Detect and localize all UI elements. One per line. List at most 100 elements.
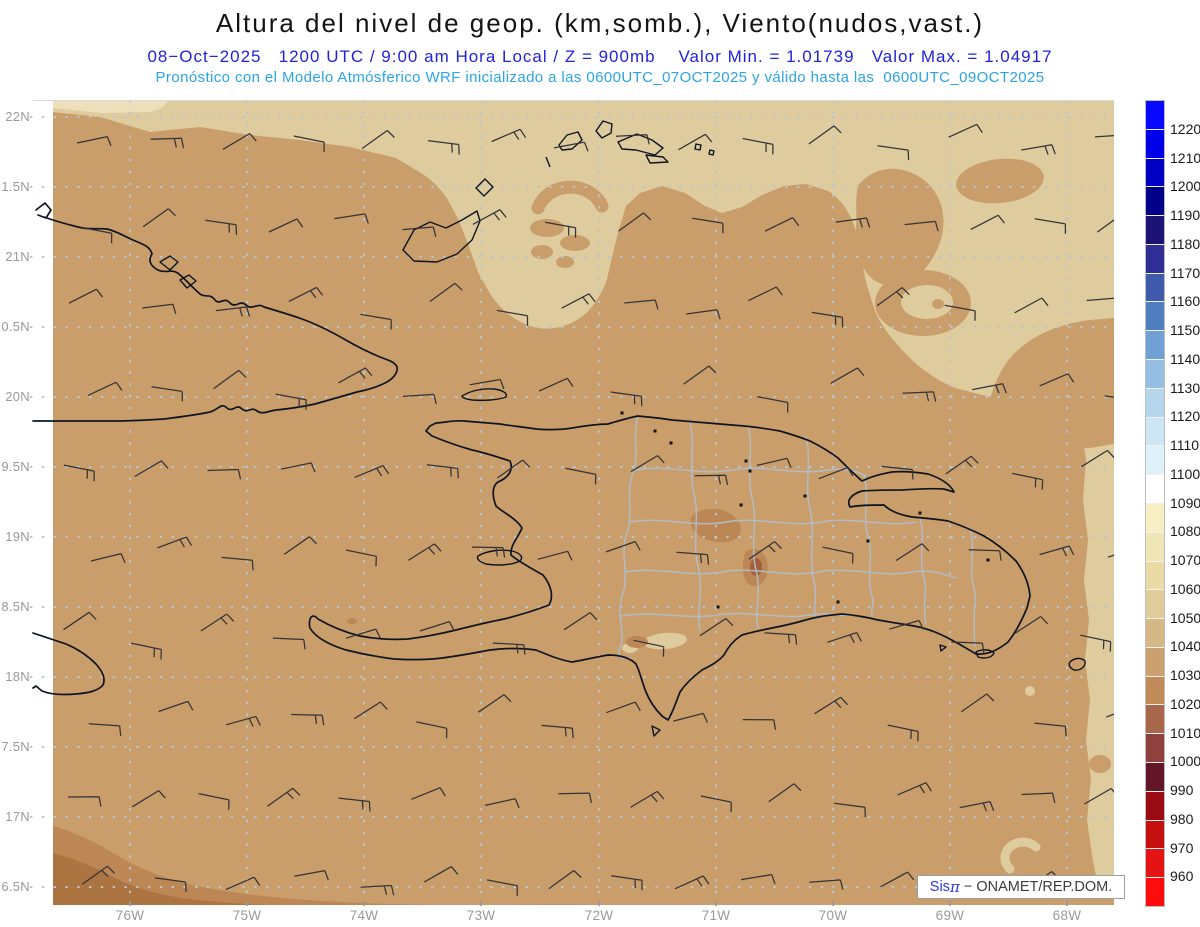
colorbar-label-1190: 1190 — [1170, 207, 1200, 223]
subtitle-model-info: Pronóstico con el Modelo Atmósferico WRF… — [155, 69, 1045, 86]
colorbar-label-1060: 1060 — [1170, 580, 1200, 597]
island-catalina — [939, 644, 947, 652]
axis-tick-marks — [129, 901, 1068, 906]
watermark-brand: Sis — [929, 879, 950, 895]
shading-horseshoe — [531, 180, 609, 215]
shading-spot — [560, 235, 590, 251]
colorbar-swatch-19 — [1146, 646, 1164, 676]
colorbar-swatch-8 — [1146, 330, 1164, 360]
colorbar-swatch-24 — [1146, 790, 1164, 820]
colorbar-label-1170: 1170 — [1170, 264, 1200, 281]
colorbar-swatch-26 — [1146, 848, 1164, 878]
lon-label-69W: 69W — [935, 908, 965, 923]
colorbar-swatch-27 — [1146, 877, 1164, 906]
colorbar — [1145, 100, 1165, 907]
island-little-inagua — [475, 178, 494, 197]
colorbar-label-1110: 1110 — [1170, 437, 1200, 453]
shading-ring-inner — [901, 285, 953, 319]
colorbar-swatch-13 — [1146, 474, 1164, 503]
colorbar-swatch-3 — [1146, 186, 1164, 216]
shading-spot — [1089, 755, 1111, 773]
colorbar-swatch-15 — [1146, 531, 1164, 561]
island-saona — [975, 649, 995, 659]
shading-dark-patch — [347, 618, 357, 624]
lon-label-75W: 75W — [232, 908, 262, 923]
island-mona — [1068, 657, 1086, 671]
watermark-pi-icon: π — [949, 878, 960, 896]
lon-label-73W: 73W — [466, 908, 496, 923]
islands-caicos — [545, 120, 715, 168]
lat-label-6.5N: 6.5N — [1, 879, 30, 894]
lon-label-74W: 74W — [349, 908, 379, 923]
lat-label-20N: 20N — [5, 389, 30, 404]
subtitle-datetime-level: 08−Oct−2025 1200 UTC / 9:00 am Hora Loca… — [147, 47, 1053, 66]
page-title: Altura del nivel de geop. (km,somb.), Vi… — [215, 8, 985, 38]
colorbar-label-1220: 1220 — [1170, 120, 1200, 137]
colorbar-swatch-22 — [1146, 733, 1164, 762]
colorbar-label-1090: 1090 — [1170, 494, 1200, 511]
island-great-inagua — [402, 210, 481, 263]
colorbar-swatch-1 — [1146, 128, 1164, 158]
shading-ring-core — [932, 299, 944, 309]
lon-label-68W: 68W — [1052, 908, 1082, 923]
colorbar-label-980: 980 — [1170, 810, 1194, 827]
wind-barbs — [63, 123, 1114, 896]
island-tortuga — [461, 388, 508, 402]
lat-label-22N: 22N — [5, 109, 30, 124]
colorbar-label-1160: 1160 — [1170, 293, 1200, 310]
lat-label-8.5N: 8.5N — [1, 599, 30, 614]
lat-label-1.5N: 1.5N — [1, 179, 30, 194]
colorbar-label-1050: 1050 — [1170, 609, 1200, 626]
lon-label-70W: 70W — [818, 908, 848, 923]
colorbar-label-1140: 1140 — [1170, 350, 1200, 367]
watermark-separator: − — [959, 879, 977, 895]
colorbar-swatch-9 — [1146, 359, 1164, 388]
colorbar-label-1000: 1000 — [1170, 753, 1200, 770]
colorbar-label-1180: 1180 — [1170, 235, 1200, 252]
island-mayaguana — [558, 131, 583, 151]
graticule-grid — [30, 100, 1114, 905]
colorbar-label-960: 960 — [1170, 868, 1194, 885]
shading-spot — [531, 245, 553, 259]
colorbar-label-1070: 1070 — [1170, 552, 1200, 568]
shading-blob-d — [985, 318, 1114, 449]
colorbar-label-1080: 1080 — [1170, 523, 1200, 540]
colorbar-swatch-23 — [1146, 761, 1164, 791]
lat-label-21N: 21N — [5, 249, 30, 264]
lat-label-19N: 19N — [5, 529, 30, 544]
colorbar-label-1130: 1130 — [1170, 379, 1200, 396]
lat-label-7.5N: 7.5N — [1, 739, 30, 754]
colorbar-label-1100: 1100 — [1170, 465, 1200, 482]
shading-blob-b — [956, 158, 1044, 204]
colorbar-swatch-21 — [1146, 704, 1164, 734]
shading-darker-sw-core — [53, 853, 268, 905]
shading-dark-sw-corner — [53, 826, 600, 905]
colorbar-label-970: 970 — [1170, 839, 1194, 856]
colorbar-swatch-6 — [1146, 272, 1164, 302]
colorbar-swatch-2 — [1146, 157, 1164, 187]
colorbar-swatch-11 — [1146, 416, 1164, 446]
colorbar-swatch-5 — [1146, 243, 1164, 273]
colorbar-swatch-12 — [1146, 445, 1164, 475]
province-borders — [618, 415, 976, 660]
colorbar-swatch-18 — [1146, 618, 1164, 647]
coastline-cuba — [32, 202, 398, 422]
colorbar-label-1040: 1040 — [1170, 638, 1200, 655]
colorbar-label-1010: 1010 — [1170, 724, 1200, 741]
colorbar-swatch-20 — [1146, 675, 1164, 705]
colorbar-swatch-0 — [1146, 101, 1164, 129]
colorbar-swatch-7 — [1146, 301, 1164, 331]
lon-label-72W: 72W — [584, 908, 614, 923]
coastline-jamaica — [32, 632, 105, 696]
shading-spot — [530, 219, 564, 237]
shading-spot — [839, 297, 851, 307]
colorbar-label-1020: 1020 — [1170, 695, 1200, 712]
shading-lightest-1060 — [53, 100, 168, 113]
shading-blob-a — [855, 168, 944, 286]
watermark: Sis π − ONAMET/REP.DOM. — [917, 875, 1125, 899]
colorbar-swatch-17 — [1146, 589, 1164, 619]
island-beata — [651, 725, 661, 737]
colorbar-label-1030: 1030 — [1170, 667, 1200, 683]
city-markers — [620, 411, 990, 609]
colorbar-label-1150: 1150 — [1170, 322, 1200, 338]
